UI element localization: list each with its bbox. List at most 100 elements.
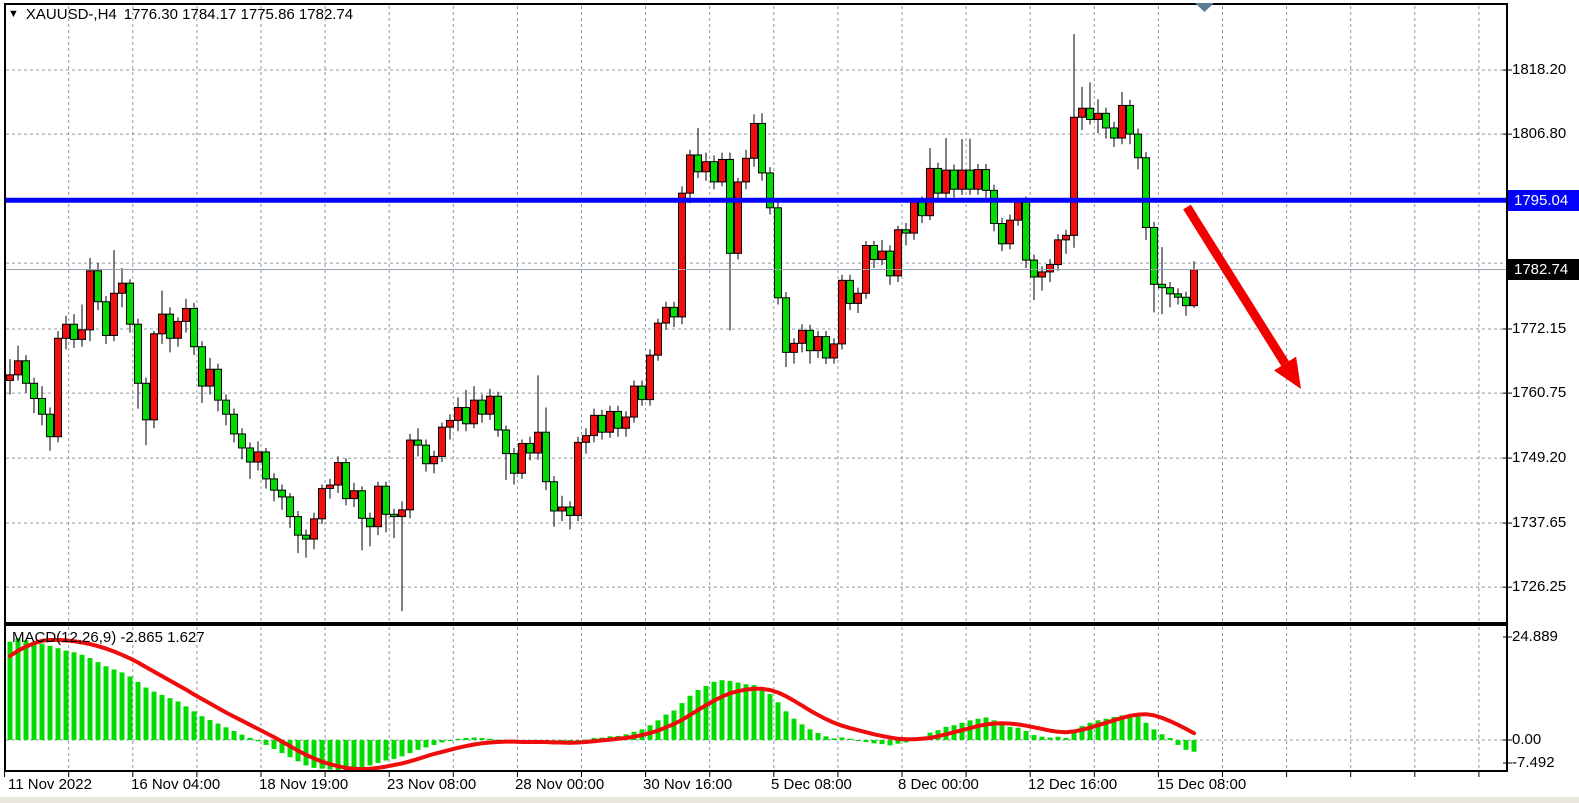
trend-arrow-head[interactable] — [1274, 356, 1301, 389]
bear-candle — [342, 462, 350, 500]
macd-histogram-bar — [487, 738, 493, 740]
bear-candle — [614, 410, 622, 429]
bull-candle — [590, 414, 598, 437]
macd-histogram-bar — [207, 719, 213, 740]
time-axis-label: 16 Nov 04:00 — [131, 776, 221, 793]
bear-candle — [670, 306, 678, 318]
bear-candle — [1158, 283, 1166, 289]
bull-candle — [654, 322, 662, 356]
bear-candle — [382, 485, 390, 515]
macd-histogram-bar — [455, 738, 461, 740]
bull-candle — [622, 416, 630, 429]
bull-candle — [158, 313, 166, 335]
macd-histogram-bar — [703, 685, 709, 740]
bear-candle — [886, 250, 894, 277]
bull-candle — [14, 360, 22, 376]
time-axis-label: 23 Nov 08:00 — [387, 776, 477, 793]
bear-candle — [966, 169, 974, 190]
macd-histogram-bar — [687, 695, 693, 740]
bear-candle — [94, 270, 102, 303]
bear-candle — [566, 506, 574, 516]
macd-histogram-bar — [223, 727, 229, 740]
macd-histogram-bar — [1159, 734, 1165, 740]
macd-histogram-bar — [783, 711, 789, 740]
bull-candle — [790, 342, 798, 353]
macd-histogram-bar — [863, 740, 869, 743]
macd-histogram-bar — [799, 724, 805, 740]
macd-histogram-bar — [335, 740, 341, 771]
macd-histogram-bar — [447, 740, 453, 741]
macd-histogram-bar — [39, 643, 45, 740]
bear-candle — [902, 229, 910, 234]
chart-symbol-period: XAUUSD-,H4 — [25, 6, 117, 23]
macd-histogram-bar — [751, 685, 757, 740]
macd-histogram-bar — [63, 650, 69, 740]
bear-candle — [934, 167, 942, 194]
macd-histogram-bar — [183, 706, 189, 740]
macd-histogram-bar — [775, 702, 781, 740]
macd-histogram-bar — [1183, 740, 1189, 750]
bull-candle — [310, 518, 318, 540]
macd-histogram-bar — [815, 733, 821, 740]
bear-candle — [1030, 259, 1038, 278]
bull-candle — [174, 320, 182, 339]
bear-candle — [390, 513, 398, 518]
bear-candle — [550, 481, 558, 512]
bear-candle — [198, 346, 206, 387]
macd-histogram-bar — [375, 740, 381, 763]
trend-arrow-line[interactable] — [1183, 204, 1289, 366]
macd-histogram-bar — [1095, 720, 1101, 740]
bear-candle — [414, 439, 422, 446]
bottom-scroll-strip[interactable] — [0, 797, 1579, 803]
bear-candle — [166, 313, 174, 339]
macd-histogram-bar — [855, 740, 861, 741]
macd-histogram-bar — [1055, 736, 1061, 740]
bear-candle — [782, 297, 790, 353]
chart-shift-marker-icon[interactable] — [1195, 3, 1214, 12]
bear-candle — [870, 244, 878, 261]
bear-candle — [766, 172, 774, 209]
macd-histogram-bar — [407, 740, 413, 754]
bull-candle — [438, 426, 446, 457]
symbol-dropdown-icon[interactable]: ▼ — [8, 8, 19, 20]
bear-candle — [478, 399, 486, 415]
macd-histogram-bar — [1023, 730, 1029, 740]
bull-candle — [678, 192, 686, 318]
bear-candle — [846, 279, 854, 304]
macd-axis-label: 0.00 — [1512, 731, 1542, 748]
macd-histogram-bar — [1087, 722, 1093, 740]
macd-histogram-bar — [983, 717, 989, 740]
bull-candle — [854, 292, 862, 304]
macd-histogram-bar — [279, 740, 285, 754]
bear-candle — [982, 169, 990, 191]
macd-histogram-bar — [7, 641, 13, 740]
bull-candle — [118, 282, 126, 294]
bear-candle — [246, 447, 254, 463]
bear-candle — [190, 307, 198, 348]
bull-candle — [1062, 234, 1070, 241]
bull-candle — [838, 279, 846, 345]
macd-indicator-label: MACD(12,26,9) -2.865 1.627 — [12, 630, 205, 646]
macd-histogram-bar — [807, 729, 813, 740]
bear-candle — [1166, 287, 1174, 295]
hline-price-badge[interactable]: 1795.04 — [1508, 189, 1579, 211]
macd-histogram-bar — [879, 740, 885, 745]
bull-candle — [686, 154, 694, 194]
bear-candle — [230, 413, 238, 435]
macd-histogram-bar — [1071, 730, 1077, 740]
macd-histogram-bar — [1079, 726, 1085, 740]
bull-candle — [814, 336, 822, 352]
bull-candle — [942, 169, 950, 194]
bear-candle — [358, 490, 366, 519]
bull-candle — [1190, 269, 1198, 307]
bear-candle — [462, 406, 470, 425]
macd-histogram-bar — [975, 718, 981, 740]
main-panel-border — [4, 3, 1508, 624]
bear-candle — [694, 154, 702, 173]
bear-candle — [222, 399, 230, 415]
bear-candle — [294, 516, 302, 536]
macd-histogram-bar — [887, 740, 893, 746]
macd-histogram-bar — [71, 652, 77, 740]
